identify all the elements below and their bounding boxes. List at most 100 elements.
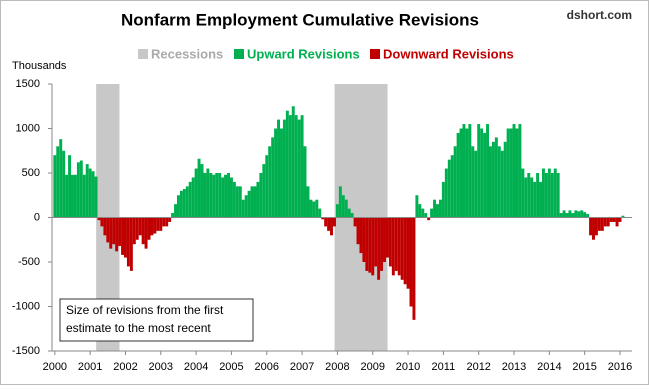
bar	[533, 181, 537, 218]
bar	[486, 124, 490, 218]
bar	[244, 195, 248, 218]
bar	[327, 217, 331, 231]
bar	[215, 173, 219, 218]
bar	[112, 217, 116, 245]
bar	[606, 217, 610, 227]
bar	[518, 124, 522, 218]
bar	[553, 168, 557, 218]
bar	[271, 137, 275, 218]
bar	[229, 177, 233, 218]
bar	[456, 132, 460, 218]
annotation: estimate to the most recent	[66, 321, 211, 335]
bar	[500, 150, 504, 218]
bar	[171, 213, 175, 218]
bar	[368, 217, 372, 273]
annotation-box	[59, 298, 254, 342]
bar	[297, 119, 301, 218]
bar	[94, 176, 98, 218]
bar	[65, 174, 69, 218]
y-tick-label: 1000	[16, 122, 40, 134]
bar	[597, 217, 601, 231]
legend-swatch	[370, 49, 380, 59]
bar	[580, 210, 584, 218]
bar	[465, 128, 469, 218]
bar	[574, 210, 578, 218]
bar	[121, 217, 125, 255]
bar	[200, 164, 204, 218]
x-tick-label: 2016	[608, 361, 632, 373]
bar	[618, 217, 622, 222]
bar	[232, 181, 236, 218]
bar	[541, 168, 545, 218]
bar	[568, 210, 572, 218]
bar	[562, 210, 566, 218]
bar	[330, 217, 333, 236]
bar	[565, 213, 569, 218]
bar	[539, 181, 542, 218]
bar	[135, 217, 139, 240]
bar	[459, 128, 463, 218]
bar	[418, 204, 422, 218]
bar	[462, 124, 466, 218]
bar	[391, 217, 395, 276]
bar	[427, 217, 431, 221]
bar	[324, 217, 328, 227]
bar	[306, 186, 310, 218]
bar	[250, 186, 254, 218]
bar	[138, 217, 142, 236]
bar	[571, 213, 575, 218]
bar	[524, 177, 528, 218]
bar	[262, 164, 266, 218]
y-tick-label: 500	[22, 167, 40, 179]
bar	[615, 217, 619, 227]
bar	[97, 217, 101, 221]
bar	[450, 155, 454, 218]
x-tick-label: 2008	[325, 361, 349, 373]
bar	[433, 199, 437, 218]
bar	[277, 119, 280, 218]
bar	[333, 217, 336, 227]
bar	[256, 181, 260, 218]
bar	[388, 217, 392, 267]
bar	[315, 199, 319, 218]
bar	[182, 189, 186, 218]
bar	[126, 217, 130, 267]
bar	[403, 217, 407, 285]
bar	[288, 115, 292, 218]
x-tick-label: 2000	[43, 361, 67, 373]
bar	[197, 158, 201, 218]
bar	[477, 124, 481, 218]
bar	[227, 173, 230, 218]
bar	[609, 217, 613, 222]
bar	[209, 173, 213, 218]
bar	[156, 217, 160, 231]
bar	[409, 217, 413, 307]
bar	[123, 217, 127, 258]
x-tick-label: 2005	[219, 361, 243, 373]
bar	[362, 217, 366, 262]
bar	[444, 168, 448, 218]
legend-label: Upward Revisions	[247, 46, 360, 61]
bar	[144, 217, 148, 249]
bar	[347, 208, 351, 218]
bar	[132, 217, 136, 245]
bar	[268, 146, 272, 218]
legend-label: Recessions	[151, 46, 223, 61]
x-tick-label: 2011	[432, 361, 456, 373]
x-tick-label: 2004	[184, 361, 208, 373]
bar	[335, 204, 339, 218]
bar	[497, 146, 501, 218]
bar	[365, 217, 369, 271]
bar	[218, 173, 222, 218]
bar	[176, 195, 180, 218]
bar	[589, 217, 593, 236]
bar	[359, 217, 363, 254]
bar	[282, 119, 286, 218]
bar	[350, 213, 354, 218]
bar	[265, 155, 269, 218]
bar	[300, 115, 304, 218]
bar	[483, 132, 487, 218]
bar	[527, 173, 531, 218]
bar	[377, 217, 381, 280]
